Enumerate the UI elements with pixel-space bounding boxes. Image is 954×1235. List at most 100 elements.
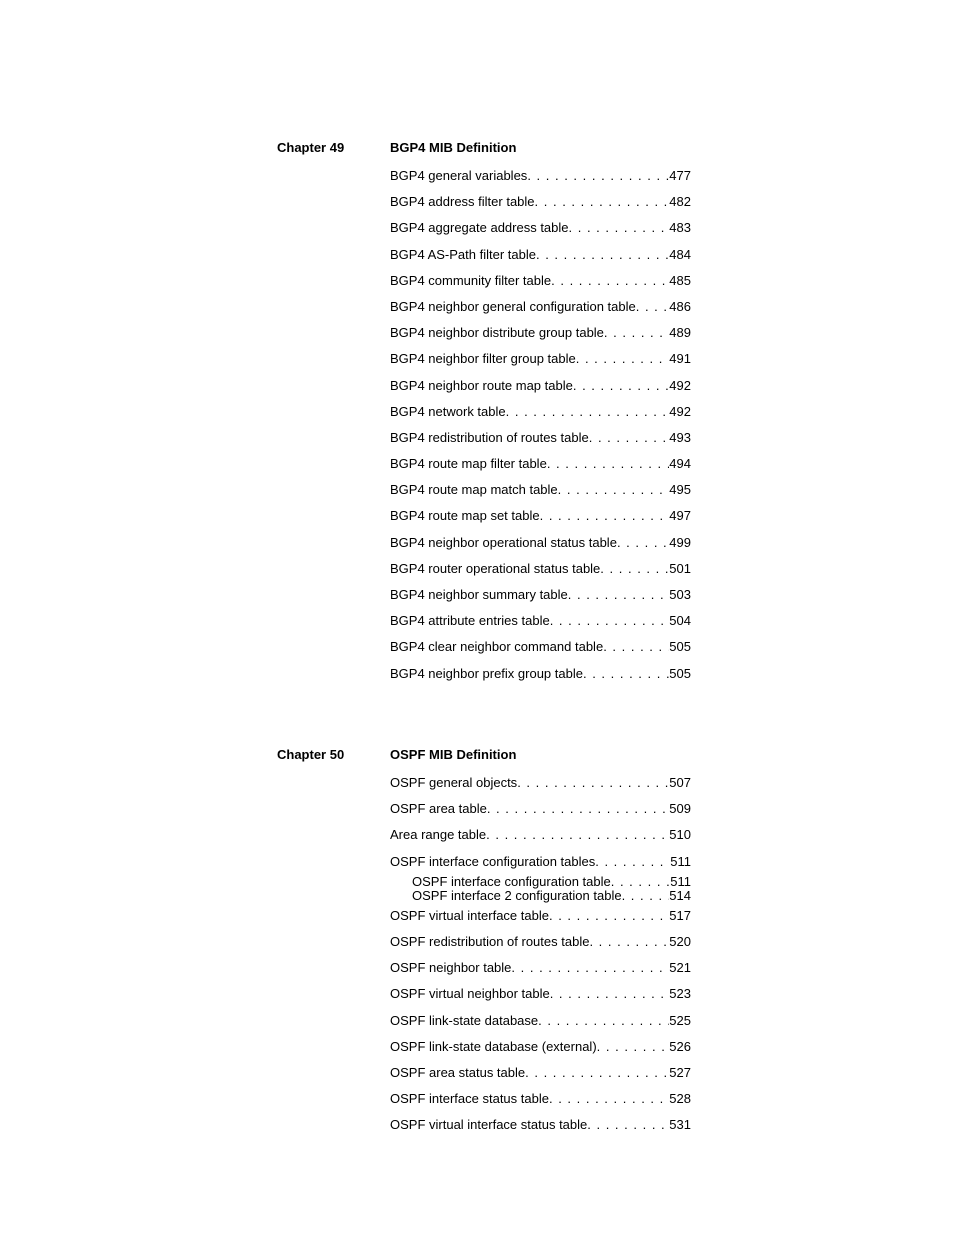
toc-leader-dots bbox=[636, 300, 670, 313]
toc-leader-dots bbox=[576, 352, 670, 365]
toc-entry[interactable]: OSPF area status table 527 bbox=[390, 1066, 691, 1079]
toc-entry[interactable]: BGP4 route map filter table 494 bbox=[390, 457, 691, 470]
toc-entry-page: 489 bbox=[669, 326, 691, 339]
toc-entry-page: 477 bbox=[669, 169, 691, 182]
toc-leader-dots bbox=[558, 483, 670, 496]
toc-entry[interactable]: OSPF virtual interface status table531 bbox=[390, 1118, 691, 1131]
toc-entry-page: 492 bbox=[669, 379, 691, 392]
toc-entry-text: OSPF interface configuration table bbox=[412, 875, 611, 888]
toc-entry-page: 517 bbox=[669, 909, 691, 922]
chapter-block: Chapter 50OSPF MIB Definition OSPF genera… bbox=[277, 747, 691, 1144]
toc-entry[interactable]: BGP4 neighbor general configuration tabl… bbox=[390, 300, 691, 313]
toc-entry-page: 492 bbox=[669, 405, 691, 418]
toc-leader-dots bbox=[540, 509, 670, 522]
toc-leader-dots bbox=[538, 1014, 669, 1027]
toc-entry[interactable]: OSPF virtual interface table 517 bbox=[390, 909, 691, 922]
toc-entry-page: 507 bbox=[669, 776, 691, 789]
toc-leader-dots bbox=[604, 326, 669, 339]
toc-entry-text: BGP4 route map set table bbox=[390, 509, 540, 522]
toc-entry[interactable]: BGP4 router operational status table501 bbox=[390, 562, 691, 575]
chapter-heading-row: Chapter 50OSPF MIB Definition bbox=[277, 747, 691, 762]
toc-leader-dots bbox=[551, 274, 669, 287]
toc-entry[interactable]: BGP4 attribute entries table504 bbox=[390, 614, 691, 627]
toc-entry[interactable]: Area range table510 bbox=[390, 828, 691, 841]
toc-entry[interactable]: OSPF interface 2 configuration table514 bbox=[390, 889, 691, 902]
toc-entry[interactable]: BGP4 neighbor summary table503 bbox=[390, 588, 691, 601]
toc-entry-page: 525 bbox=[669, 1014, 691, 1027]
toc-entry[interactable]: BGP4 neighbor operational status table49… bbox=[390, 536, 691, 549]
toc-entry-text: OSPF redistribution of routes table bbox=[390, 935, 589, 948]
toc-entry-text: OSPF virtual interface table bbox=[390, 909, 549, 922]
toc-leader-dots bbox=[589, 935, 669, 948]
toc-entry-page: 494 bbox=[669, 457, 691, 470]
toc-entry[interactable]: OSPF redistribution of routes table520 bbox=[390, 935, 691, 948]
toc-entry[interactable]: BGP4 network table492 bbox=[390, 405, 691, 418]
toc-entry[interactable]: BGP4 clear neighbor command table505 bbox=[390, 640, 691, 653]
toc-entry[interactable]: BGP4 community filter table485 bbox=[390, 274, 691, 287]
toc-leader-dots bbox=[527, 169, 669, 182]
toc-leader-dots bbox=[587, 1118, 669, 1131]
toc-leader-dots bbox=[525, 1066, 669, 1079]
toc-leader-dots bbox=[597, 1040, 670, 1053]
toc-entry-text: OSPF virtual interface status table bbox=[390, 1118, 587, 1131]
toc-leader-dots bbox=[611, 875, 671, 888]
toc-entry-page: 505 bbox=[669, 640, 691, 653]
toc-leader-dots bbox=[573, 379, 669, 392]
toc-leader-dots bbox=[600, 562, 669, 575]
toc-entry-text: OSPF virtual neighbor table bbox=[390, 987, 550, 1000]
toc-entry[interactable]: OSPF general objects507 bbox=[390, 776, 691, 789]
toc-entry-page: 501 bbox=[669, 562, 691, 575]
toc-entry-text: BGP4 neighbor filter group table bbox=[390, 352, 576, 365]
toc-entry-page: 526 bbox=[669, 1040, 691, 1053]
toc-leader-dots bbox=[589, 431, 670, 444]
toc-entry-page: 482 bbox=[669, 195, 691, 208]
toc-entry-page: 505 bbox=[669, 667, 691, 680]
toc-entry[interactable]: BGP4 AS-Path filter table484 bbox=[390, 248, 691, 261]
toc-entry[interactable]: BGP4 redistribution of routes table493 bbox=[390, 431, 691, 444]
toc-leader-dots bbox=[511, 961, 669, 974]
toc-entry-page: 511 bbox=[670, 855, 691, 868]
toc-leader-dots bbox=[603, 640, 669, 653]
chapter-label: Chapter 49 bbox=[277, 140, 390, 155]
toc-entry-page: 509 bbox=[669, 802, 691, 815]
toc-entry-text: BGP4 route map filter table bbox=[390, 457, 547, 470]
toc-entry[interactable]: OSPF interface status table 528 bbox=[390, 1092, 691, 1105]
toc-entry[interactable]: BGP4 address filter table482 bbox=[390, 195, 691, 208]
toc-entry[interactable]: BGP4 route map match table495 bbox=[390, 483, 691, 496]
toc-entry-text: OSPF link-state database bbox=[390, 1014, 538, 1027]
toc-entry-page: 521 bbox=[669, 961, 691, 974]
chapter-title: OSPF MIB Definition bbox=[390, 747, 516, 762]
toc-entry[interactable]: BGP4 neighbor distribute group table489 bbox=[390, 326, 691, 339]
toc-entry-page: 486 bbox=[669, 300, 691, 313]
toc-entry[interactable]: BGP4 general variables477 bbox=[390, 169, 691, 182]
toc-leader-dots bbox=[487, 802, 669, 815]
toc-entry-text: OSPF area status table bbox=[390, 1066, 525, 1079]
toc-entry[interactable]: BGP4 neighbor prefix group table505 bbox=[390, 667, 691, 680]
toc-entry[interactable]: BGP4 neighbor route map table492 bbox=[390, 379, 691, 392]
toc-entry-text: BGP4 aggregate address table bbox=[390, 221, 569, 234]
toc-entry-text: OSPF interface status table bbox=[390, 1092, 549, 1105]
toc-leader-dots bbox=[568, 588, 670, 601]
toc-entry[interactable]: BGP4 neighbor filter group table491 bbox=[390, 352, 691, 365]
toc-entry-page: 511 bbox=[670, 875, 691, 888]
toc-entry-page: 484 bbox=[669, 248, 691, 261]
toc-leader-dots bbox=[486, 828, 669, 841]
toc-entry[interactable]: OSPF interface configuration table 511 bbox=[390, 875, 691, 888]
toc-entry-text: BGP4 community filter table bbox=[390, 274, 551, 287]
toc-entry[interactable]: BGP4 route map set table497 bbox=[390, 509, 691, 522]
toc-entry-page: 527 bbox=[669, 1066, 691, 1079]
toc-entry-page: 528 bbox=[669, 1092, 691, 1105]
toc-entry[interactable]: OSPF neighbor table521 bbox=[390, 961, 691, 974]
toc-entry[interactable]: BGP4 aggregate address table483 bbox=[390, 221, 691, 234]
toc-leader-dots bbox=[583, 667, 669, 680]
toc-entry[interactable]: OSPF area table509 bbox=[390, 802, 691, 815]
toc-entry-text: BGP4 neighbor general configuration tabl… bbox=[390, 300, 636, 313]
toc-leader-dots bbox=[569, 221, 670, 234]
toc-entry[interactable]: OSPF virtual neighbor table523 bbox=[390, 987, 691, 1000]
toc-entry-text: BGP4 redistribution of routes table bbox=[390, 431, 589, 444]
toc-entry[interactable]: OSPF link-state database 525 bbox=[390, 1014, 691, 1027]
toc-entry[interactable]: OSPF link-state database (external)526 bbox=[390, 1040, 691, 1053]
toc-entry[interactable]: OSPF interface configuration tables511 bbox=[390, 855, 691, 868]
toc-entry-text: BGP4 neighbor summary table bbox=[390, 588, 568, 601]
toc-leader-dots bbox=[550, 614, 670, 627]
